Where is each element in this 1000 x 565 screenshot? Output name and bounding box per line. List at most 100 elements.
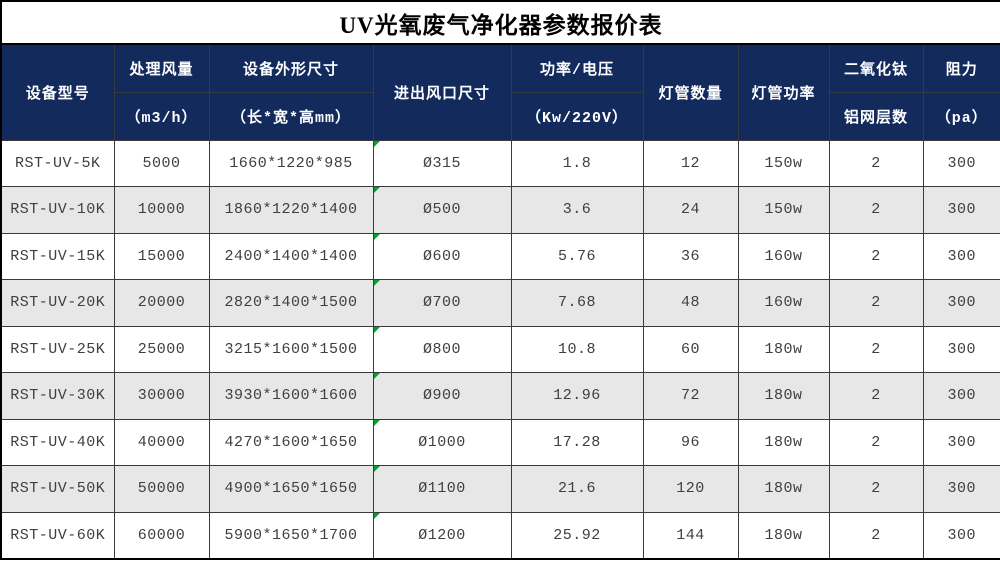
cell-mesh-layers: 2 [828, 511, 924, 559]
cell-airflow: 15000 [113, 232, 210, 280]
cell-lamp-count: 60 [642, 325, 739, 373]
cell-airflow: 40000 [113, 418, 210, 466]
cell-duct-size: Ø315 [372, 139, 512, 187]
duct-size-value: Ø600 [422, 247, 461, 265]
cell-resistance: 300 [922, 232, 1000, 280]
col-header-dimensions-unit: （长*宽*高mm） [208, 91, 374, 141]
cell-lamp-count: 96 [642, 418, 739, 466]
duct-size-value: Ø700 [422, 294, 461, 312]
cell-airflow: 25000 [113, 325, 210, 373]
duct-size-value: Ø315 [422, 154, 461, 172]
cell-dimensions: 5900*1650*1700 [208, 511, 374, 559]
cell-lamp-power: 180w [737, 325, 830, 373]
col-header-mesh-layers: 铝网层数 [828, 91, 924, 141]
col-header-airflow: 处理风量 [113, 43, 210, 93]
cell-mesh-layers: 2 [828, 279, 924, 327]
cell-dimensions: 3930*1600*1600 [208, 372, 374, 420]
excel-error-flag-icon [374, 512, 380, 519]
cell-dimensions: 4900*1650*1650 [208, 465, 374, 513]
header-row-1: 设备型号 处理风量 设备外形尺寸 进出风口尺寸 功率/电压 灯管数量 灯管功率 … [0, 43, 1000, 141]
cell-mesh-layers: 2 [828, 372, 924, 420]
cell-resistance: 300 [922, 186, 1000, 234]
table-row: RST-UV-5K 5000 1660*1220*985 Ø315 1.8 12… [0, 139, 1000, 187]
cell-duct-size: Ø1200 [372, 511, 512, 559]
cell-resistance: 300 [922, 279, 1000, 327]
col-header-resistance: 阻力 [922, 43, 1000, 93]
cell-lamp-power: 180w [737, 511, 830, 559]
cell-mesh-layers: 2 [828, 325, 924, 373]
duct-size-value: Ø1200 [418, 526, 466, 544]
cell-power: 10.8 [510, 325, 644, 373]
cell-model: RST-UV-25K [0, 325, 115, 373]
cell-lamp-power: 150w [737, 186, 830, 234]
col-header-dimensions: 设备外形尺寸 [208, 43, 374, 93]
cell-mesh-layers: 2 [828, 232, 924, 280]
table-row: RST-UV-40K 40000 4270*1600*1650 Ø1000 17… [0, 418, 1000, 466]
cell-power: 3.6 [510, 186, 644, 234]
cell-airflow: 60000 [113, 511, 210, 559]
col-header-power-unit: （Kw/220V） [510, 91, 644, 141]
cell-dimensions: 3215*1600*1500 [208, 325, 374, 373]
duct-size-value: Ø800 [422, 340, 461, 358]
cell-dimensions: 1860*1220*1400 [208, 186, 374, 234]
cell-dimensions: 4270*1600*1650 [208, 418, 374, 466]
cell-resistance: 300 [922, 139, 1000, 187]
col-header-duct-size: 进出风口尺寸 [372, 43, 512, 141]
cell-lamp-power: 160w [737, 232, 830, 280]
cell-power: 25.92 [510, 511, 644, 559]
cell-model: RST-UV-5K [0, 139, 115, 187]
table-row: RST-UV-20K 20000 2820*1400*1500 Ø700 7.6… [0, 279, 1000, 327]
cell-lamp-count: 72 [642, 372, 739, 420]
excel-error-flag-icon [374, 187, 380, 193]
excel-error-flag-icon [374, 419, 380, 426]
cell-power: 21.6 [510, 465, 644, 513]
duct-size-value: Ø500 [422, 201, 461, 219]
table-row: RST-UV-15K 15000 2400*1400*1400 Ø600 5.7… [0, 232, 1000, 280]
duct-size-value: Ø1000 [418, 433, 466, 451]
cell-mesh-layers: 2 [828, 186, 924, 234]
cell-resistance: 300 [922, 465, 1000, 513]
excel-error-flag-icon [374, 373, 380, 379]
cell-duct-size: Ø900 [372, 372, 512, 420]
duct-size-value: Ø1100 [418, 480, 466, 498]
cell-lamp-count: 12 [642, 139, 739, 187]
duct-size-value: Ø900 [422, 387, 461, 405]
cell-power: 5.76 [510, 232, 644, 280]
cell-resistance: 300 [922, 418, 1000, 466]
cell-lamp-power: 180w [737, 418, 830, 466]
title-row: UV光氧废气净化器参数报价表 [0, 0, 1000, 45]
cell-lamp-power: 150w [737, 139, 830, 187]
cell-duct-size: Ø1100 [372, 465, 512, 513]
page-title: UV光氧废气净化器参数报价表 [0, 0, 1000, 45]
cell-model: RST-UV-40K [0, 418, 115, 466]
cell-duct-size: Ø600 [372, 232, 512, 280]
table-row: RST-UV-50K 50000 4900*1650*1650 Ø1100 21… [0, 465, 1000, 513]
cell-duct-size: Ø800 [372, 325, 512, 373]
col-header-tio2: 二氧化钛 [828, 43, 924, 93]
cell-mesh-layers: 2 [828, 139, 924, 187]
excel-error-flag-icon [374, 140, 380, 147]
cell-power: 7.68 [510, 279, 644, 327]
excel-error-flag-icon [374, 326, 380, 333]
excel-error-flag-icon [374, 466, 380, 472]
cell-lamp-count: 36 [642, 232, 739, 280]
table-body: RST-UV-5K 5000 1660*1220*985 Ø315 1.8 12… [0, 139, 1000, 559]
col-header-lamp-power: 灯管功率 [737, 43, 830, 141]
cell-lamp-count: 120 [642, 465, 739, 513]
cell-airflow: 20000 [113, 279, 210, 327]
cell-resistance: 300 [922, 372, 1000, 420]
cell-lamp-count: 48 [642, 279, 739, 327]
excel-error-flag-icon [374, 233, 380, 240]
table-row: RST-UV-30K 30000 3930*1600*1600 Ø900 12.… [0, 372, 1000, 420]
col-header-airflow-unit: （m3/h） [113, 91, 210, 141]
cell-airflow: 30000 [113, 372, 210, 420]
table-row: RST-UV-60K 60000 5900*1650*1700 Ø1200 25… [0, 511, 1000, 559]
table-row: RST-UV-10K 10000 1860*1220*1400 Ø500 3.6… [0, 186, 1000, 234]
cell-resistance: 300 [922, 511, 1000, 559]
cell-dimensions: 2820*1400*1500 [208, 279, 374, 327]
cell-lamp-power: 180w [737, 372, 830, 420]
cell-power: 12.96 [510, 372, 644, 420]
cell-lamp-count: 144 [642, 511, 739, 559]
cell-duct-size: Ø1000 [372, 418, 512, 466]
cell-airflow: 50000 [113, 465, 210, 513]
